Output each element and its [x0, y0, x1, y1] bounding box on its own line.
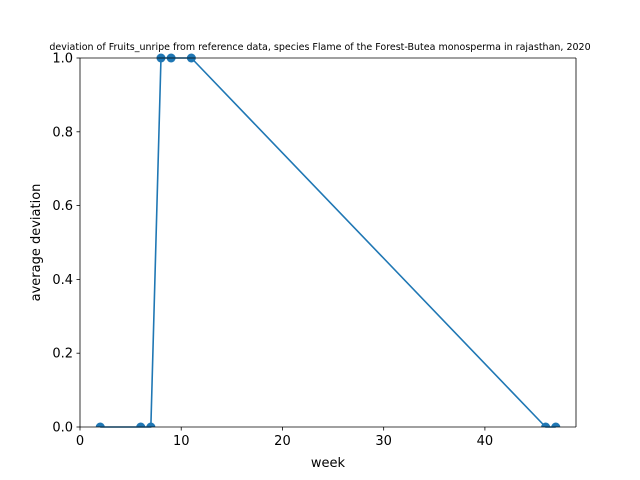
y-tick-label: 1.0	[52, 52, 73, 67]
x-tick-label: 20	[274, 434, 291, 449]
x-tick-label: 40	[477, 434, 494, 449]
x-tick-label: 0	[76, 434, 84, 449]
x-tick-label: 10	[173, 434, 190, 449]
y-tick-label: 0.8	[52, 125, 73, 140]
axes-frame	[80, 58, 576, 427]
x-axis-ticks: 0 10 20 30 40	[76, 427, 493, 449]
y-tick-label: 0.0	[52, 421, 73, 436]
y-tick-label: 0.6	[52, 199, 73, 214]
plot-area: 0 10 20 30 40 0.0 0.2 0.4 0.6 0.8 1.0	[52, 52, 577, 449]
x-axis-label: week	[311, 456, 346, 471]
x-tick-label: 30	[375, 434, 392, 449]
y-tick-label: 0.2	[52, 347, 73, 362]
data-point	[146, 422, 156, 427]
data-point	[551, 422, 561, 427]
data-point	[136, 422, 146, 427]
y-tick-label: 0.4	[52, 273, 73, 288]
y-axis-ticks: 0.0 0.2 0.4 0.6 0.8 1.0	[52, 52, 80, 436]
chart-title: deviation of Fruits_unripe from referenc…	[49, 42, 590, 53]
axes-spines	[79, 57, 577, 428]
data-point	[541, 422, 551, 427]
data-point	[95, 422, 105, 427]
y-axis-label: average deviation	[29, 184, 44, 302]
